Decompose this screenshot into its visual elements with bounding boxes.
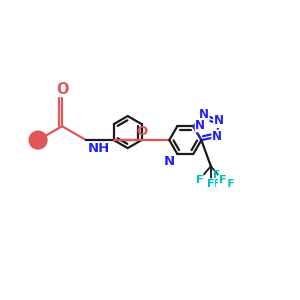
Text: N: N [214,114,224,127]
Text: O: O [56,82,68,97]
Text: F: F [219,175,226,185]
Text: N: N [199,108,209,121]
Text: N: N [212,130,222,143]
Text: N: N [164,155,175,168]
Text: O: O [136,125,147,138]
Text: F
F  F: F F F [213,170,234,189]
Circle shape [29,131,47,149]
Text: F: F [196,175,203,185]
Text: F: F [207,179,214,189]
Text: N: N [195,119,205,132]
Text: NH: NH [88,142,110,155]
